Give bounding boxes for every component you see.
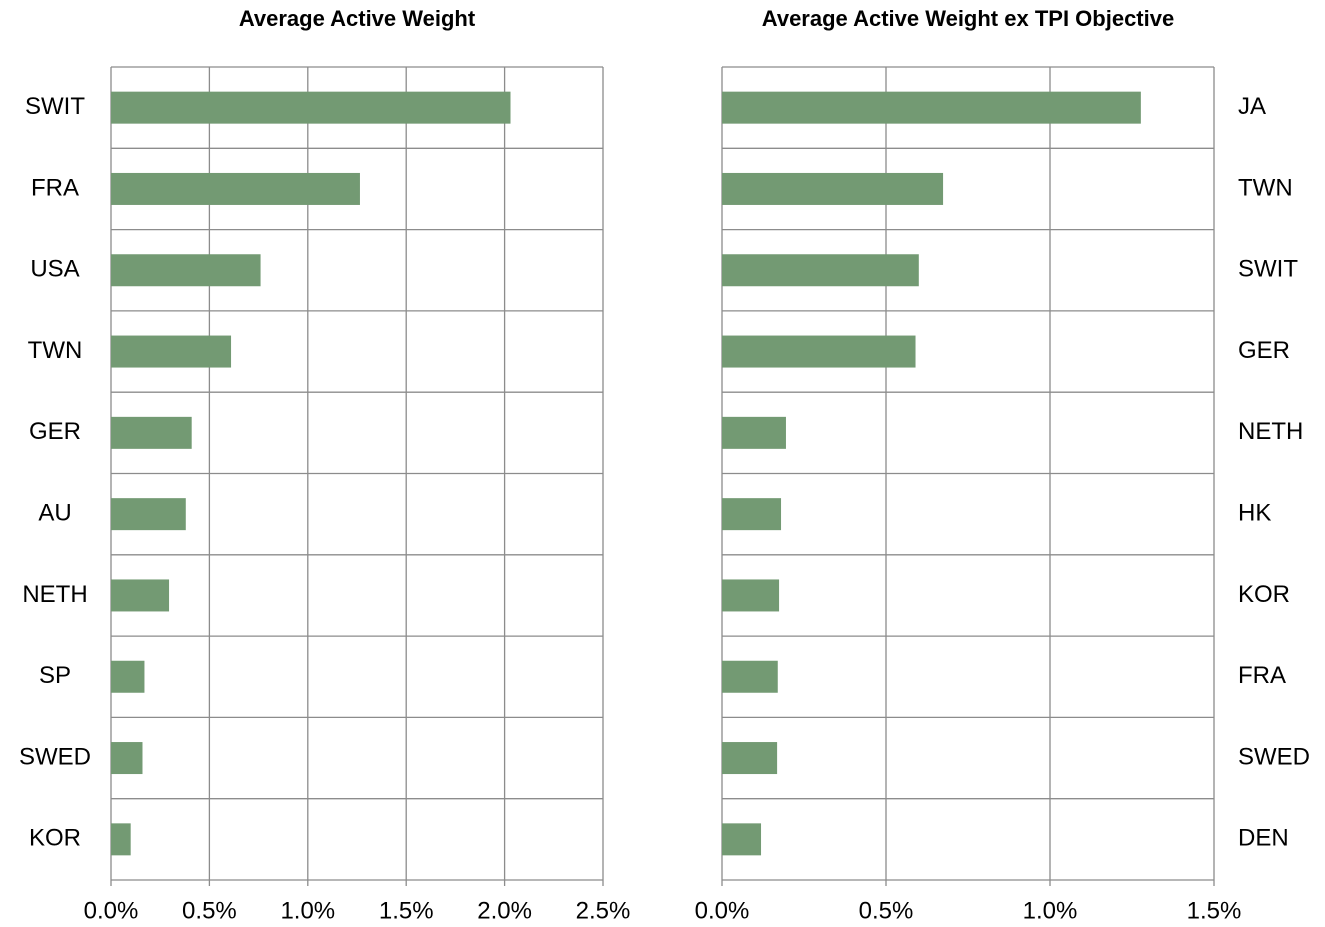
bar: [722, 823, 762, 856]
chart-title: Average Active Weight ex TPI Objective: [762, 6, 1174, 31]
y-tick-label: TWN: [28, 337, 83, 364]
bar: [111, 498, 186, 531]
chart-title: Average Active Weight: [239, 6, 476, 31]
bar: [111, 91, 511, 124]
bar: [722, 742, 778, 775]
y-tick-label: SWIT: [25, 93, 85, 120]
y-tick-label: SWED: [19, 743, 91, 770]
bar: [111, 579, 170, 612]
x-tick-label: 2.0%: [477, 897, 532, 924]
bar: [111, 742, 143, 775]
y-tick-label: USA: [30, 256, 79, 283]
x-tick-label: 1.5%: [1187, 897, 1242, 924]
bar: [722, 254, 919, 287]
y-tick-label: GER: [1238, 337, 1290, 364]
y-tick-label: SP: [39, 662, 71, 689]
y-tick-label: SWED: [1238, 743, 1310, 770]
x-tick-label: 1.5%: [379, 897, 434, 924]
bar: [722, 579, 780, 612]
y-tick-label: NETH: [22, 581, 87, 608]
bar: [722, 660, 778, 693]
bar: [722, 172, 944, 205]
y-tick-label: SWIT: [1238, 256, 1298, 283]
x-tick-label: 2.5%: [576, 897, 631, 924]
y-tick-label: GER: [29, 418, 81, 445]
x-tick-label: 0.0%: [84, 897, 139, 924]
y-tick-label: KOR: [29, 825, 81, 852]
y-tick-label: FRA: [1238, 662, 1286, 689]
x-tick-label: 1.0%: [280, 897, 335, 924]
y-tick-label: KOR: [1238, 581, 1290, 608]
bar: [722, 416, 786, 449]
bar: [111, 416, 192, 449]
bar: [722, 335, 916, 368]
bar: [111, 172, 360, 205]
bar: [111, 335, 232, 368]
bar: [722, 498, 782, 531]
bar: [111, 660, 145, 693]
y-tick-label: AU: [38, 499, 71, 526]
y-tick-label: DEN: [1238, 825, 1289, 852]
y-tick-label: JA: [1238, 93, 1266, 120]
bar: [111, 254, 261, 287]
y-tick-label: TWN: [1238, 174, 1293, 201]
y-tick-label: FRA: [31, 174, 79, 201]
x-tick-label: 0.0%: [695, 897, 750, 924]
bar: [111, 823, 131, 856]
y-tick-label: HK: [1238, 499, 1271, 526]
y-tick-label: NETH: [1238, 418, 1303, 445]
bar: [722, 91, 1141, 124]
x-tick-label: 1.0%: [1023, 897, 1078, 924]
x-tick-label: 0.5%: [859, 897, 914, 924]
x-tick-label: 0.5%: [182, 897, 237, 924]
